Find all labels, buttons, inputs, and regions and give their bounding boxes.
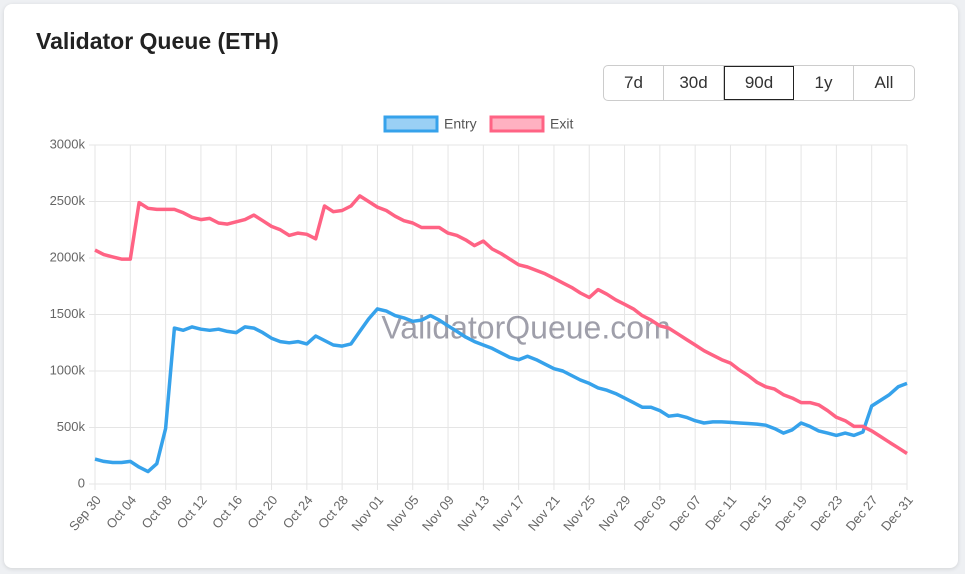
legend-label: Exit [550, 116, 573, 132]
x-tick-label: Dec 23 [807, 492, 845, 533]
legend-label: Entry [444, 116, 477, 132]
x-tick-label: Nov 13 [454, 492, 492, 533]
y-tick-label: 1000k [50, 362, 86, 377]
range-button[interactable]: 90d [724, 66, 794, 100]
line [94, 307, 908, 474]
x-tick-label: Oct 20 [244, 492, 280, 531]
x-tick-label: Dec 11 [702, 492, 739, 532]
range-button[interactable]: All [874, 73, 894, 92]
x-tick-label: Dec 19 [772, 492, 810, 533]
x-tick-label: Nov 05 [384, 492, 422, 533]
legend-swatch [489, 115, 545, 133]
range-button[interactable]: 1y [794, 66, 854, 100]
x-tick-label: Oct 24 [280, 492, 316, 531]
range-buttons: 7d 30d 90d 1y All [603, 65, 915, 101]
watermark: ValidatorQueue.com [381, 309, 670, 345]
legend-item[interactable]: Exit [489, 115, 573, 133]
x-tick-label: Dec 15 [737, 492, 775, 533]
y-tick-label: 2000k [50, 249, 86, 264]
card: Validator Queue (ETH) 7d 30d 90d 1y All [4, 4, 958, 568]
range-button[interactable]: 30d [664, 66, 724, 100]
x-tick-label: Nov 17 [490, 492, 528, 533]
range-button[interactable]: 7d [604, 66, 664, 100]
x-tick-label: Nov 01 [348, 492, 386, 533]
x-tick-label: Oct 12 [174, 492, 210, 531]
x-tick-label: Oct 04 [103, 492, 139, 531]
y-tick-label: 1500k [50, 306, 86, 321]
y-tick-label: 3000k [50, 136, 86, 151]
x-tick-label: Nov 21 [525, 492, 563, 533]
x-tick-label: Oct 08 [138, 492, 174, 531]
x-tick-label: Oct 28 [315, 492, 351, 531]
line [94, 194, 908, 455]
x-tick-label: Dec 31 [878, 492, 916, 533]
x-tick-label: Dec 07 [666, 492, 704, 533]
legend-swatch [383, 115, 439, 133]
x-tick-label: Nov 25 [560, 492, 598, 533]
x-tick-label: Nov 09 [419, 492, 457, 533]
legend-item[interactable]: Entry [383, 115, 477, 133]
x-tick-label: Sep 30 [66, 492, 104, 533]
x-tick-label: Nov 29 [596, 492, 634, 533]
title: Validator Queue (ETH) [36, 28, 279, 54]
x-tick-label: Dec 27 [843, 492, 881, 533]
x-tick-label: Oct 16 [209, 492, 245, 531]
x-tick-label: Dec 03 [631, 492, 669, 533]
y-tick-label: 2500k [50, 193, 86, 208]
y-tick-label: 500k [57, 419, 86, 434]
y-tick-label: 0 [78, 475, 85, 490]
